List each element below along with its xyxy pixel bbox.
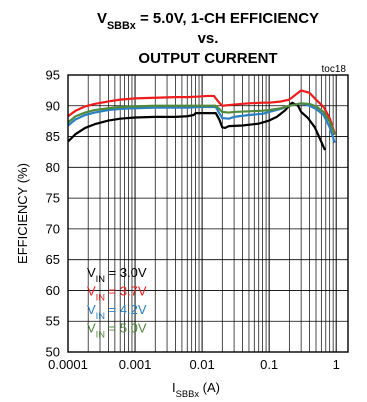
y-tick-label: 80 bbox=[46, 160, 60, 175]
y-tick-label: 60 bbox=[46, 283, 60, 298]
x-tick-label: 1 bbox=[333, 357, 340, 372]
x-tick-label: 0.01 bbox=[189, 357, 214, 372]
y-tick-label: 55 bbox=[46, 314, 60, 329]
legend-entry-3: VIN = 4.2V bbox=[87, 302, 147, 321]
figure-code-annotation: toc18 bbox=[322, 64, 347, 75]
y-axis-label: EFFICIENCY (%) bbox=[15, 163, 30, 264]
y-tick-label: 95 bbox=[46, 68, 60, 83]
plot-frame bbox=[67, 74, 349, 353]
series-line-1 bbox=[67, 101, 326, 151]
axis-labels: EFFICIENCY (%) ISBBx (A) bbox=[15, 163, 220, 399]
x-tick-label: 0.1 bbox=[260, 357, 278, 372]
y-tick-label: 75 bbox=[46, 191, 60, 206]
title-line-3: OUTPUT CURRENT bbox=[138, 50, 277, 67]
grid bbox=[67, 74, 348, 353]
series-line-2 bbox=[67, 89, 336, 134]
y-tick-label: 65 bbox=[46, 252, 60, 267]
tick-labels: 50 55 60 65 70 75 80 85 90 95 0.0001 0.001 0.01 0.1 1 t… bbox=[46, 64, 347, 372]
series-lines bbox=[67, 89, 336, 151]
y-tick-label: 85 bbox=[46, 129, 60, 144]
axes bbox=[67, 74, 349, 353]
legend-entry-2: VIN = 3.7V bbox=[87, 284, 147, 303]
x-tick-label: 0.001 bbox=[119, 357, 152, 372]
y-tick-label: 50 bbox=[46, 345, 60, 360]
series-line-4 bbox=[67, 102, 336, 136]
legend-entry-1: VIN = 3.0V bbox=[87, 265, 147, 284]
title-line-2: vs. bbox=[198, 30, 219, 47]
y-tick-label: 70 bbox=[46, 221, 60, 236]
x-axis-label: ISBBx (A) bbox=[172, 380, 220, 399]
y-tick-label: 90 bbox=[46, 98, 60, 113]
title-line-1: VSBBx = 5.0V, 1-CH EFFICIENCY bbox=[97, 10, 319, 32]
x-tick-label: 0.0001 bbox=[48, 357, 88, 372]
legend-entry-4: VIN = 5.0V bbox=[87, 321, 147, 340]
